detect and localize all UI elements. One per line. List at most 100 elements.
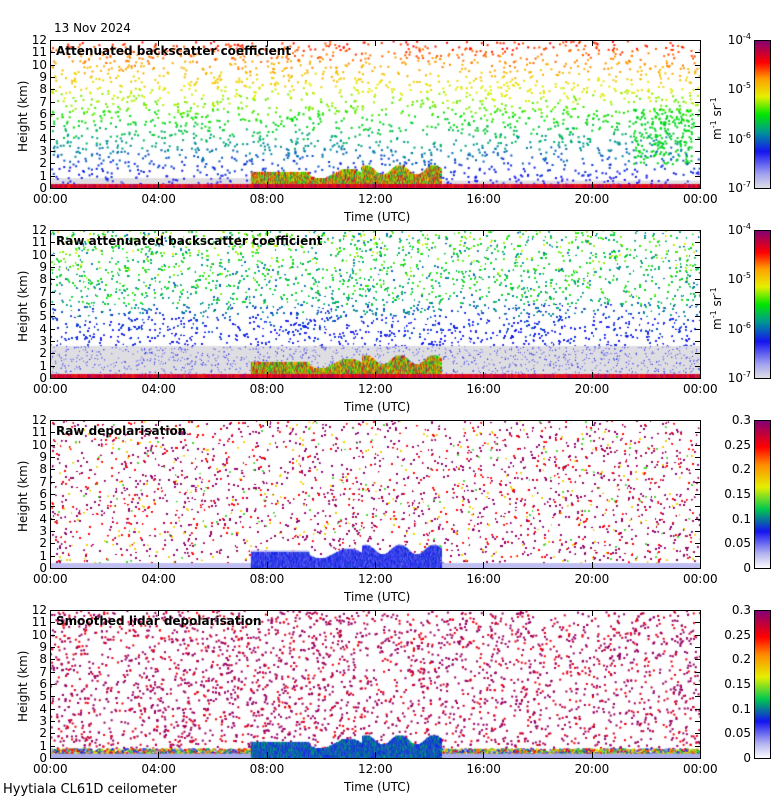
x-tick	[483, 40, 485, 46]
y-tick-label: 5	[39, 499, 47, 514]
y-tick	[695, 267, 700, 268]
y-tick	[50, 721, 55, 722]
colorbar-unit: m-1 sr-1	[709, 97, 724, 140]
x-tick	[158, 40, 160, 46]
y-tick-label: 7	[39, 284, 47, 299]
y-tick	[50, 279, 55, 281]
x-tick-label: 08:00	[249, 762, 285, 776]
y-tick	[695, 378, 700, 379]
y-tick	[50, 151, 55, 152]
x-tick	[591, 420, 593, 426]
x-tick-label: 00:00	[683, 572, 718, 586]
unit-text: sr	[710, 105, 724, 121]
x-tick	[158, 230, 160, 236]
colorbar-4	[754, 610, 770, 758]
y-tick	[50, 365, 55, 367]
colorbar-tick-label: 0.2	[731, 652, 751, 667]
x-tick-label: 00:00	[33, 572, 68, 586]
y-tick	[695, 420, 700, 421]
y-tick	[695, 721, 700, 722]
y-tick-label: 7	[39, 474, 47, 489]
y-tick	[695, 188, 700, 189]
y-tick	[695, 304, 700, 305]
y-tick-label: 3	[39, 144, 47, 158]
x-tick	[483, 420, 485, 426]
x-tick	[158, 372, 160, 378]
y-tick	[50, 138, 55, 140]
y-tick	[50, 659, 55, 661]
y-tick	[50, 291, 55, 293]
y-tick	[695, 365, 700, 367]
colorbar-tick-exponent: -6	[743, 320, 751, 330]
x-tick-label: 20:00	[574, 192, 610, 206]
colorbar-tick-label: 10-6	[727, 320, 751, 336]
x-tick	[375, 752, 376, 758]
colorbar-tick-exponent: -6	[743, 130, 751, 140]
y-tick	[50, 494, 55, 495]
x-tick	[375, 420, 376, 426]
x-tick-label: 00:00	[33, 192, 68, 206]
y-tick	[50, 64, 55, 66]
y-tick-label: 12	[31, 33, 47, 47]
y-tick	[695, 163, 700, 165]
colorbar-tick-label: 10-5	[727, 271, 751, 287]
x-tick	[700, 420, 701, 426]
colorbar-frame-3	[754, 420, 771, 569]
y-tick-label: 2	[39, 726, 47, 741]
x-tick	[266, 562, 268, 568]
x-tick	[50, 182, 51, 188]
y-tick	[695, 555, 700, 557]
y-tick-label: 10	[31, 627, 47, 642]
colorbar-tick-label: 0.25	[724, 437, 751, 452]
colorbar-tick-exponent: -4	[743, 32, 751, 41]
x-tick	[50, 372, 51, 378]
y-tick-label: 4	[39, 321, 47, 336]
colorbar-tick-label: 10-6	[727, 130, 751, 146]
y-tick	[50, 568, 55, 569]
x-tick	[50, 562, 51, 568]
y-tick	[695, 279, 700, 281]
x-tick	[591, 40, 593, 46]
y-tick	[695, 745, 700, 747]
x-tick	[700, 182, 701, 188]
y-tick-label: 1	[39, 358, 47, 373]
x-tick	[700, 372, 701, 378]
y-tick	[50, 328, 55, 330]
y-tick	[695, 432, 700, 434]
y-tick-label: 12	[31, 413, 47, 427]
y-tick-label: 7	[39, 664, 47, 679]
x-tick-label: 00:00	[33, 382, 68, 396]
y-tick	[50, 304, 55, 305]
y-tick-label: 11	[31, 615, 47, 630]
colorbar-tick-label: 0.05	[724, 726, 751, 741]
x-tick-label: 00:00	[33, 762, 68, 776]
unit-exponent: -1	[709, 310, 718, 319]
colorbar-tick-label: 0.3	[731, 603, 751, 617]
y-tick	[695, 494, 700, 495]
y-tick-label: 10	[31, 437, 47, 452]
x-axis-label: Time (UTC)	[344, 590, 411, 604]
x-tick-label: 20:00	[574, 382, 610, 396]
y-tick-label: 6	[39, 297, 47, 311]
y-tick	[695, 659, 700, 661]
y-tick-label: 5	[39, 119, 47, 134]
y-tick-label: 8	[39, 272, 47, 287]
x-tick	[375, 372, 376, 378]
x-tick-label: 08:00	[249, 572, 285, 586]
colorbar-tick-label: 0.05	[724, 536, 751, 551]
y-axis-label: Height (km)	[16, 460, 30, 532]
colorbar-tick-exponent: -7	[743, 370, 751, 379]
x-tick	[591, 610, 593, 616]
y-tick-label: 9	[39, 260, 47, 274]
y-tick	[50, 610, 55, 611]
x-tick	[158, 420, 160, 426]
panel-title-1: Attenuated backscatter coefficient	[56, 44, 292, 58]
y-tick	[695, 126, 700, 128]
colorbar-tick-label: 0	[743, 751, 751, 765]
y-tick	[695, 291, 700, 293]
x-tick	[375, 610, 376, 616]
y-tick-label: 12	[31, 223, 47, 237]
colorbar-tick-exponent: -5	[743, 271, 751, 281]
x-tick	[50, 752, 51, 758]
colorbar-1	[754, 40, 770, 188]
